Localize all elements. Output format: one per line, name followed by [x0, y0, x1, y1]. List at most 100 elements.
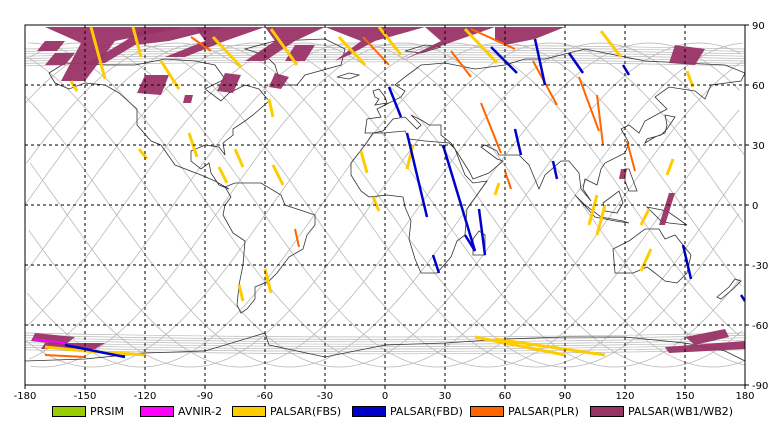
- fbs-swath: [159, 60, 181, 90]
- legend-item-palsar-fbd: PALSAR(FBD): [352, 404, 463, 418]
- legend-item-avnir2: AVNIR-2: [140, 404, 222, 418]
- x-tick-label: 90: [559, 391, 572, 402]
- legend-label-palsar-wb: PALSAR(WB1/WB2): [628, 404, 734, 418]
- wb-swath: [325, 27, 425, 61]
- x-tick-label: 180: [735, 391, 754, 402]
- legend: PRSIM AVNIR-2 PALSAR(FBS) PALSAR(FBD) PA…: [0, 400, 770, 422]
- fbd-swath: [681, 244, 693, 280]
- y-tick-label: 60: [752, 81, 765, 92]
- fbs-swath: [337, 35, 367, 67]
- wb-swath: [401, 27, 495, 61]
- orbit-track: [25, 344, 745, 350]
- longitude-tick-labels: -180 -150 -120 -90 -60 -30 0 30 60 90 120 150 180: [14, 385, 755, 402]
- fbs-swath: [474, 335, 566, 357]
- fbs-swath: [639, 208, 651, 226]
- coastline-indonesia: [574, 194, 630, 224]
- fbs-swath: [44, 345, 86, 353]
- fbs-swath: [639, 248, 653, 272]
- wb-swath: [217, 73, 241, 93]
- fbs-swath: [377, 26, 403, 56]
- legend-swatch-palsar-plr: [470, 405, 504, 417]
- wb-swath: [45, 53, 75, 65]
- coastline-iceland: [336, 72, 361, 80]
- plr-swath: [362, 36, 390, 66]
- avnir2-swath: [32, 338, 66, 344]
- legend-swatch-palsar-fbd: [352, 405, 386, 417]
- x-tick-label: -150: [74, 391, 97, 402]
- fbs-swath: [665, 158, 675, 176]
- fbs-swath: [371, 196, 381, 212]
- plr-swath: [190, 36, 212, 52]
- plr-swath: [44, 354, 86, 358]
- fbs-swath: [211, 35, 243, 69]
- wb-swath: [659, 193, 675, 225]
- fbs-swath: [89, 26, 107, 80]
- fbs-swath: [217, 166, 229, 184]
- fbd-swath: [533, 38, 547, 86]
- fbs-swath: [269, 28, 299, 66]
- wb-swath: [495, 27, 565, 45]
- graticule: [25, 25, 745, 385]
- x-tick-label: -60: [257, 391, 273, 402]
- x-tick-label: -30: [317, 391, 333, 402]
- legend-swatch-avnir2: [140, 405, 174, 417]
- x-tick-label: -120: [134, 391, 157, 402]
- fbs-swath: [587, 194, 599, 226]
- orbit-track: [25, 337, 745, 343]
- orbit-track: [26, 42, 742, 368]
- x-tick-label: 60: [499, 391, 512, 402]
- plr-swath: [626, 140, 636, 172]
- fbs-swath: [271, 164, 285, 186]
- orbit-track: [25, 42, 740, 368]
- plr-swath: [504, 170, 512, 190]
- legend-item-palsar-fbs: PALSAR(FBS): [232, 404, 341, 418]
- legend-label-palsar-plr: PALSAR(PLR): [508, 404, 579, 418]
- x-tick-label: 120: [615, 391, 634, 402]
- fbs-swath: [463, 27, 499, 65]
- fbd-swath: [431, 254, 441, 274]
- coastline-australia: [612, 228, 692, 284]
- y-tick-label: -90: [752, 381, 768, 392]
- fbs-swath: [599, 30, 623, 58]
- fbs-swath: [595, 204, 607, 236]
- legend-item-prsim: PRSIM: [52, 404, 124, 418]
- y-tick-label: 30: [752, 141, 765, 152]
- orbit-track: [26, 42, 741, 368]
- legend-item-palsar-wb: PALSAR(WB1/WB2): [590, 404, 733, 418]
- y-tick-label: -60: [752, 321, 768, 332]
- fbs-swath: [237, 284, 245, 302]
- wb-swath: [45, 27, 185, 81]
- orbit-track: [25, 54, 745, 59]
- legend-label-prsim: PRSIM: [90, 404, 124, 418]
- orbit-track: [25, 51, 745, 57]
- wb-swath: [245, 27, 325, 61]
- coastline-uk: [372, 88, 388, 106]
- coastline-japan: [644, 114, 676, 145]
- coastline-new-zealand: [716, 278, 742, 300]
- orbit-track: [25, 349, 745, 355]
- legend-label-palsar-fbs: PALSAR(FBS): [270, 404, 342, 418]
- y-tick-label: 90: [752, 21, 765, 32]
- orbit-track: [28, 42, 744, 368]
- fbs-swath: [685, 70, 695, 88]
- x-tick-label: 30: [439, 391, 452, 402]
- coastline-north-america: [48, 58, 270, 190]
- fbs-swath: [131, 26, 143, 58]
- fbd-swath: [551, 160, 559, 180]
- legend-swatch-palsar-wb: [590, 405, 624, 417]
- x-tick-label: 0: [382, 391, 388, 402]
- fbs-swath: [69, 80, 79, 92]
- fbd-swath: [490, 46, 518, 74]
- plr-swath: [294, 228, 300, 248]
- legend-swatch-prsim: [52, 405, 86, 417]
- legend-label-avnir2: AVNIR-2: [178, 404, 222, 418]
- y-tick-label: -30: [752, 261, 768, 272]
- fbd-swath: [739, 294, 745, 302]
- plr-swath: [450, 50, 472, 78]
- fbd-swath: [513, 128, 523, 156]
- fbd-swath: [621, 64, 631, 76]
- y-tick-label: 0: [752, 201, 758, 212]
- plr-swath: [578, 76, 600, 132]
- orbit-track: [25, 342, 745, 347]
- x-tick-label: -90: [197, 391, 213, 402]
